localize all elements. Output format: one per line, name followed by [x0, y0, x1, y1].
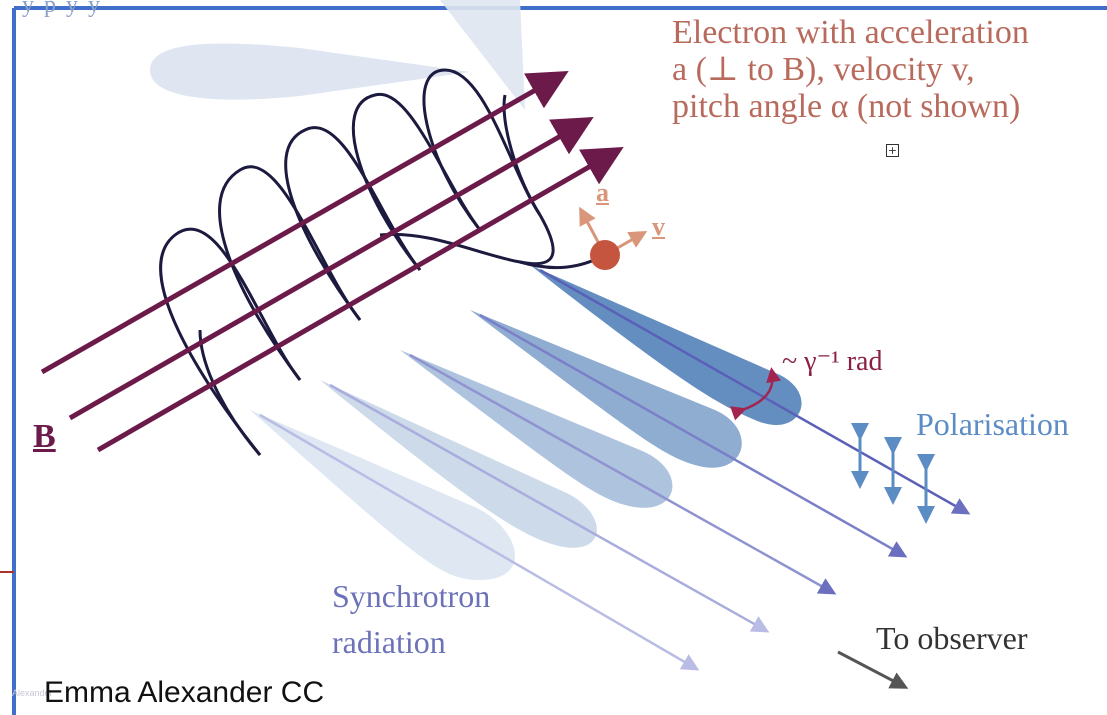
b-line-2	[70, 122, 585, 418]
title-line-3: pitch angle α (not shown)	[672, 88, 1029, 125]
beam-angle-label: ~ γ⁻¹ rad	[782, 348, 882, 376]
velocity-label: v	[652, 214, 665, 240]
observer-arrow	[838, 652, 903, 686]
image-credit: Emma Alexander CC	[44, 676, 324, 710]
top-faint-text: y p y y	[22, 0, 102, 19]
expand-icon[interactable]: +	[886, 144, 899, 157]
polarisation-arrows	[860, 432, 926, 515]
faint-beam-top-right	[440, 0, 525, 110]
title-line-1: Electron with acceleration	[672, 14, 1029, 51]
title-line-2: a (⊥ to B), velocity v,	[672, 51, 1029, 88]
faint-beam-top	[150, 43, 470, 99]
b-line-1	[42, 76, 560, 372]
to-observer-label: To observer	[876, 622, 1027, 654]
acceleration-label: a	[596, 180, 609, 206]
synchrotron-label-line-2: radiation	[332, 626, 446, 658]
synchrotron-label-line-1: Synchrotron	[332, 580, 490, 612]
polarisation-label: Polarisation	[916, 408, 1069, 440]
electron	[590, 240, 620, 270]
electron-helix	[161, 70, 605, 455]
diagram-title: Electron with acceleration a (⊥ to B), v…	[672, 14, 1029, 125]
b-field-label: B	[33, 420, 56, 454]
